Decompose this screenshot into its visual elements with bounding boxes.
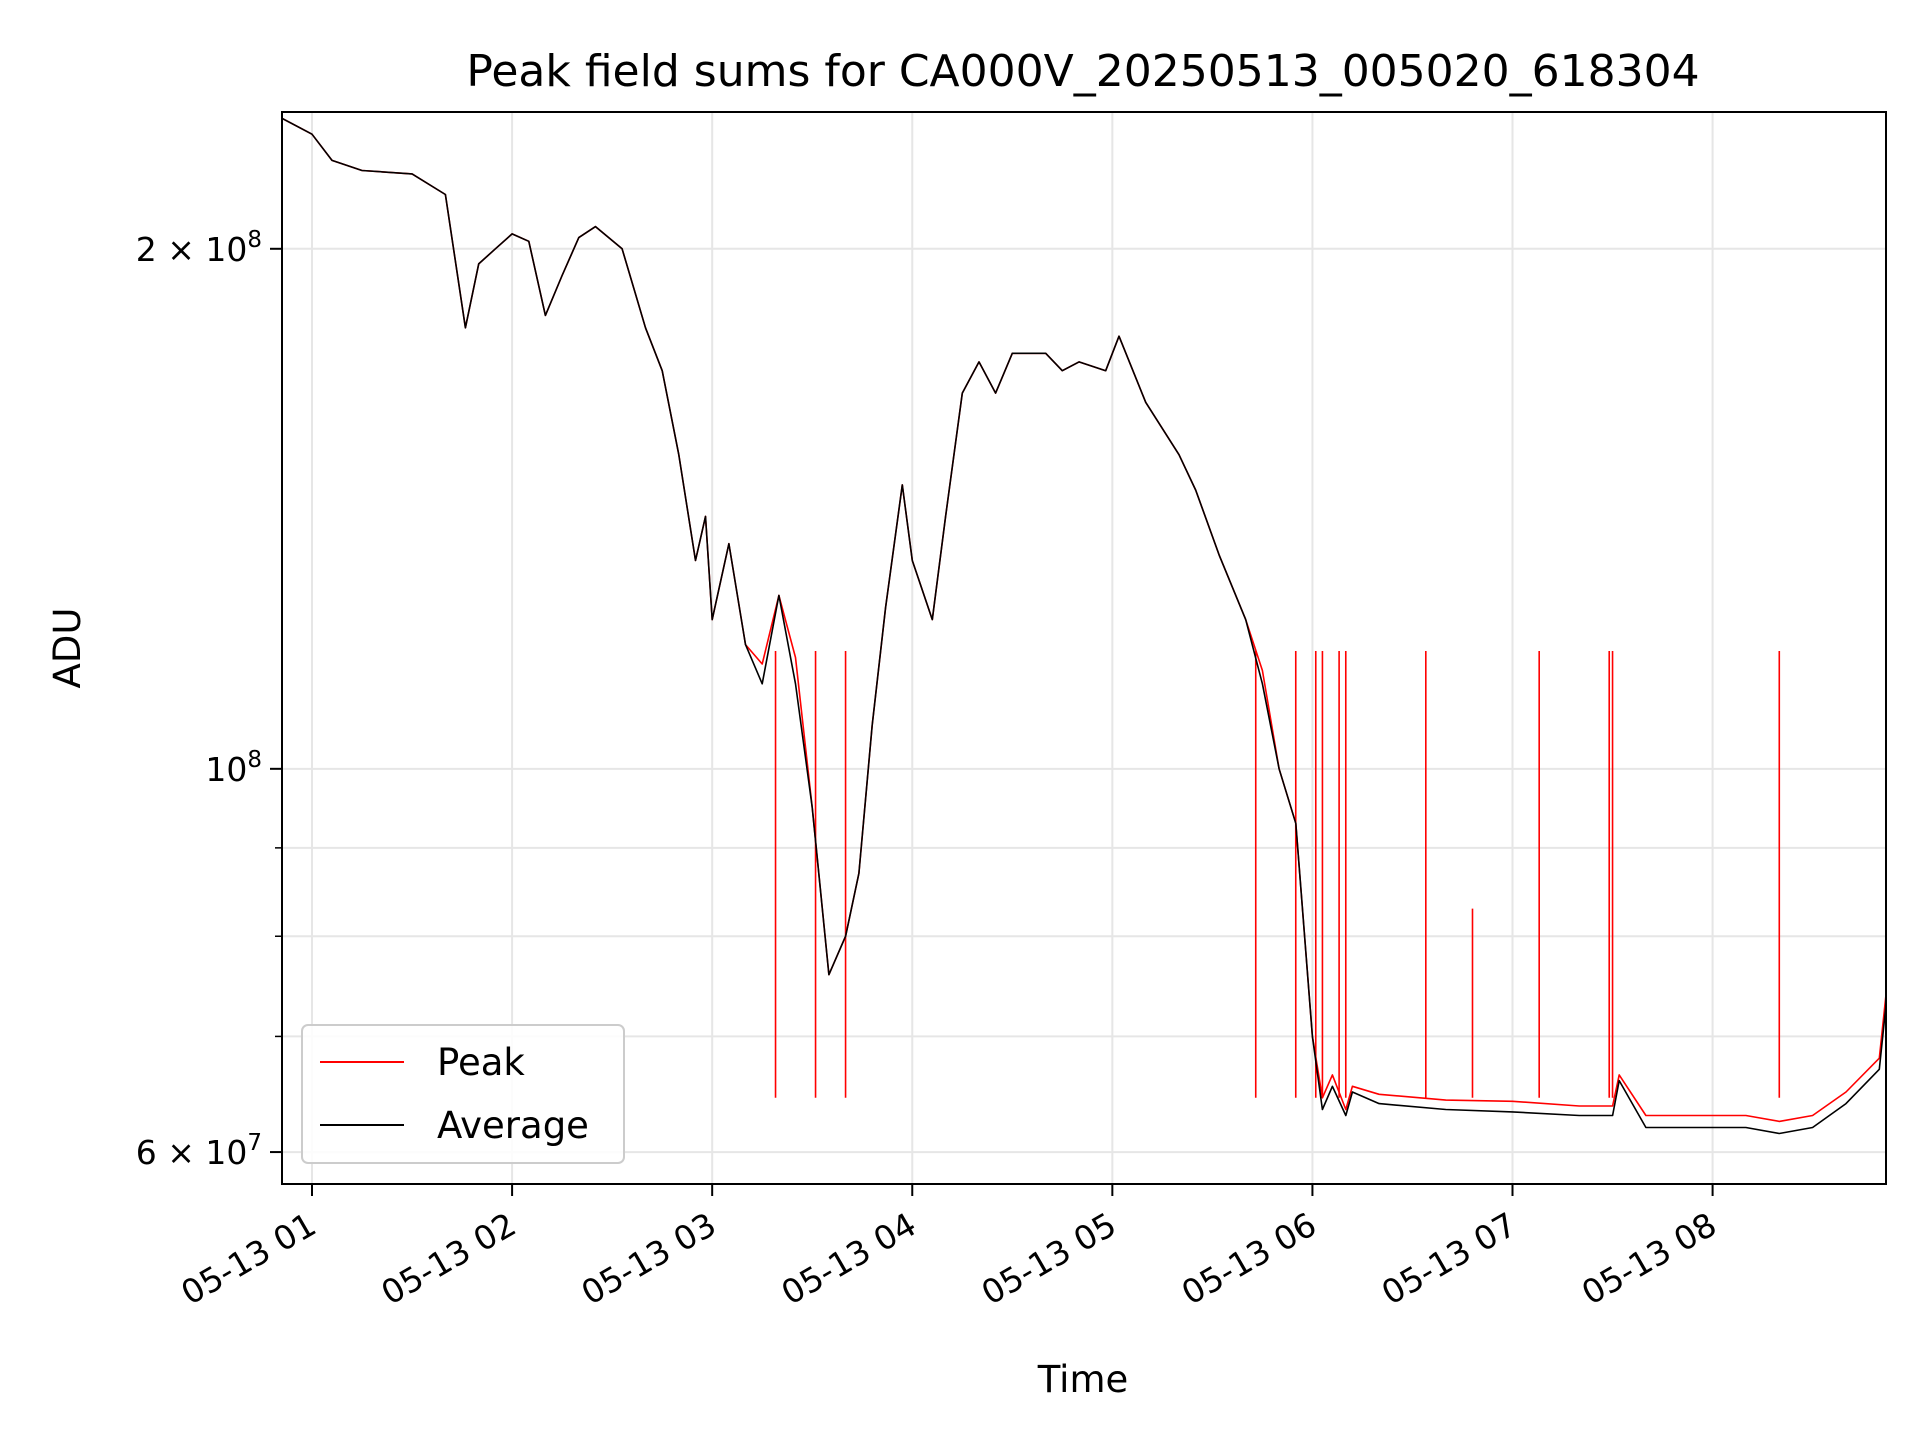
- series-line-average: [282, 117, 1886, 1135]
- legend-box: [301, 1024, 625, 1164]
- y-axis-label: ADU: [46, 608, 89, 689]
- x-axis-label: Time: [1037, 1358, 1129, 1401]
- chart-title: Peak field sums for CA000V_20250513_0050…: [466, 46, 1699, 97]
- legend-label-average: Average: [437, 1104, 589, 1147]
- series-group: [282, 117, 1886, 1135]
- grid: [282, 112, 1886, 1184]
- y-tick-label: 6 × 107: [136, 1130, 262, 1172]
- series-lines: [282, 117, 1886, 1135]
- legend-label-peak: Peak: [437, 1041, 525, 1084]
- legend: Peak Average: [301, 1024, 625, 1164]
- y-tick-label: 2 × 108: [136, 227, 262, 269]
- plot-frame: [281, 111, 1887, 1185]
